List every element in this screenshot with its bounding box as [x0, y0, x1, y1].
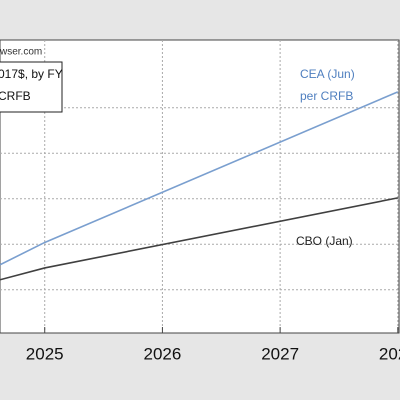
- x-tick-label: 2028: [379, 344, 400, 363]
- series-line: [0, 197, 398, 281]
- x-tick-label: 2027: [261, 344, 299, 363]
- series-label: per CRFB: [300, 89, 353, 103]
- source: wser.com: [0, 47, 42, 58]
- legend-text: CRFB: [0, 89, 31, 103]
- x-tick-label: 2026: [144, 344, 182, 363]
- legend-box: [0, 61, 63, 113]
- x-tick-label: 2025: [26, 344, 64, 363]
- series-label: CEA (Jun): [300, 67, 355, 81]
- plot-area: [0, 39, 400, 334]
- series-label: CBO (Jan): [296, 234, 353, 248]
- legend-text: 017$, by FY: [0, 67, 63, 81]
- series-line: [0, 91, 399, 266]
